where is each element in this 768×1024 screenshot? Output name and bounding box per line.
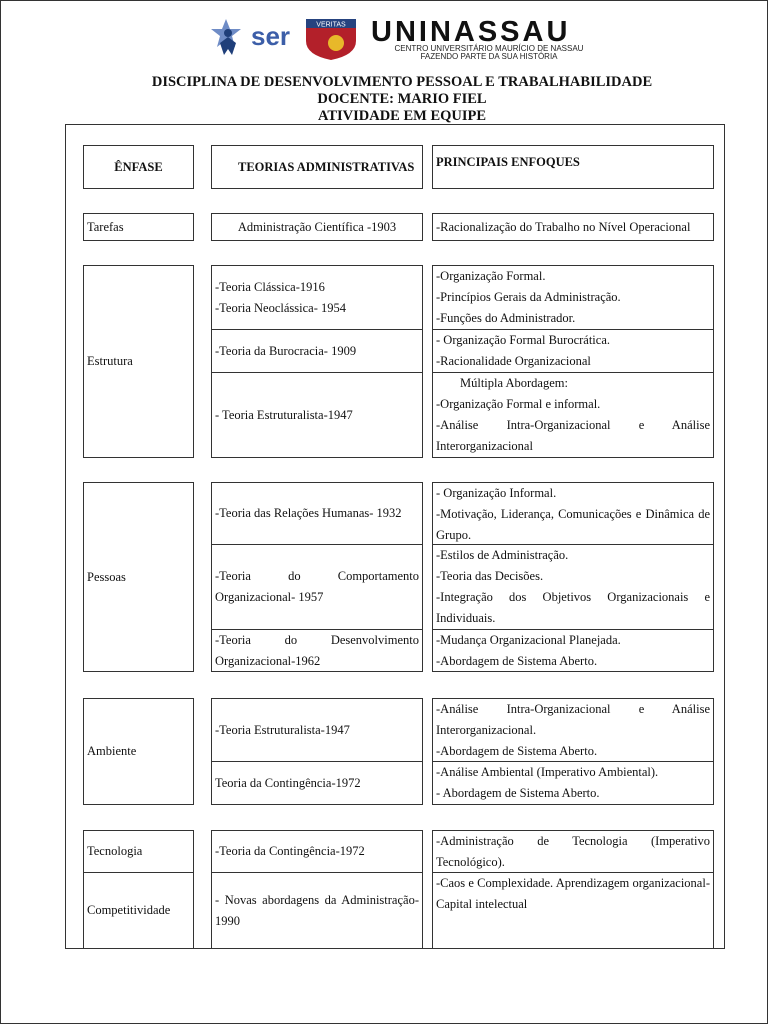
veritas-shield-icon: VERITAS [306, 19, 356, 60]
focus-item: -Mudança Organizacional Planejada. [436, 633, 621, 647]
theory-text: - Novas abordagens da Administração-1990 [215, 892, 419, 928]
column-header: ÊNFASE [114, 159, 163, 174]
theory-cell: -Teoria Estruturalista-1947 [211, 698, 423, 762]
theory-cell: - Teoria Estruturalista-1947 [211, 372, 423, 458]
focus-item: -Racionalidade Organizacional [436, 354, 591, 368]
svg-text:ser: ser [251, 21, 290, 51]
focus-cell: -Organização Formal. -Princípios Gerais d… [432, 265, 714, 330]
focus-item: -Princípios Gerais da Administração. [436, 290, 621, 304]
focus-cell: - Organização Informal. -Motivação, Lider… [432, 482, 714, 545]
theory-cell: Administração Científica -1903 [211, 213, 423, 241]
activity-title: ATIVIDADE EM EQUIPE [317, 108, 487, 124]
emphasis-label: Tarefas [87, 219, 124, 234]
focus-item: -Análise Intra-Organizacional e Análise … [436, 702, 710, 737]
focus-item: -Análise Ambiental (Imperativo Ambiental… [436, 765, 659, 779]
focus-item: - Organização Formal Burocrática. [436, 333, 610, 347]
theory-text: - Teoria Estruturalista-1947 [215, 407, 353, 422]
emphasis-label: Tecnologia [87, 844, 143, 858]
focus-item: - Organização Informal. [436, 486, 557, 500]
theory-text: -Teoria das Relações Humanas- 1932 [215, 506, 402, 520]
theory-cell: Teoria da Contingência-1972 [211, 761, 423, 805]
focus-item: -Funções do Administrador. [436, 311, 576, 325]
focus-item: -Abordagem de Sistema Aberto. [436, 744, 598, 758]
emphasis-cell: Ambiente [83, 698, 194, 805]
emphasis-cell: Estrutura [83, 265, 194, 458]
focus-item: - Abordagem de Sistema Aberto. [436, 786, 600, 800]
focus-item: -Racionalização do Trabalho no Nível Ope… [436, 219, 691, 234]
column-header: TEORIAS ADMINISTRATIVAS [238, 159, 415, 174]
focus-item: -Organização Formal. [436, 269, 546, 283]
theory-text: -Teoria Clássica-1916 [215, 279, 325, 294]
emphasis-label: Pessoas [87, 569, 126, 584]
theory-text: -Teoria Neoclássica- 1954 [215, 300, 347, 315]
focus-item: -Organização Formal e informal. [436, 397, 601, 411]
focus-cell: - Organização Formal Burocrática. -Racion… [432, 329, 714, 373]
theory-cell: -Teoria Clássica-1916 -Teoria Neoclássica… [211, 265, 423, 330]
theory-text: -Teoria Estruturalista-1947 [215, 722, 350, 737]
focus-cell: -Administração de Tecnologia (Imperativo… [432, 830, 714, 873]
theory-text: -Teoria da Burocracia- 1909 [215, 343, 357, 358]
emphasis-cell: Tarefas [83, 213, 194, 241]
teacher-title: DOCENTE: MARIO FIEL [317, 91, 487, 107]
focus-cell: Múltipla Abordagem: -Organização Formal e… [432, 372, 714, 458]
focus-cell: -Análise Intra-Organizacional e Análise … [432, 698, 714, 762]
theory-text: -Teoria do Desenvolvimento Organizaciona… [215, 632, 419, 668]
focus-cell: -Racionalização do Trabalho no Nível Ope… [432, 213, 714, 241]
emphasis-label: Ambiente [87, 744, 137, 758]
focus-cell: -Mudança Organizacional Planejada. -Abord… [432, 629, 714, 672]
uninassau-logo: ser VERITAS UNINASSAU CENTRO UNIVERSITÁR… [211, 16, 584, 61]
emphasis-cell: Competitividade [83, 872, 194, 949]
column-header: PRINCIPAIS ENFOQUES [436, 155, 580, 169]
theory-text: Administração Científica -1903 [237, 219, 397, 234]
header-focus: PRINCIPAIS ENFOQUES [432, 145, 714, 189]
focus-cell: -Estilos de Administração. -Teoria das De… [432, 544, 714, 630]
svg-text:VERITAS: VERITAS [316, 22, 346, 29]
focus-cell: -Caos e Complexidade. Aprendizagem organ… [432, 872, 714, 949]
theory-cell: -Teoria da Burocracia- 1909 [211, 329, 423, 373]
emphasis-label: Estrutura [87, 354, 133, 368]
theory-cell: -Teoria do Desenvolvimento Organizaciona… [211, 629, 423, 672]
theory-cell: -Teoria do Comportamento Organizacional-… [211, 544, 423, 630]
focus-item: -Abordagem de Sistema Aberto. [436, 654, 598, 668]
focus-item: -Caos e Complexidade. Aprendizagem organ… [436, 876, 710, 911]
emphasis-label: Competitividade [87, 903, 171, 917]
focus-item: Múltipla Abordagem: [460, 376, 568, 390]
theory-text: -Teoria da Contingência-1972 [215, 844, 365, 858]
focus-item: -Motivação, Liderança, Comunicações e Di… [436, 507, 710, 542]
star-person-icon [211, 19, 241, 55]
focus-item: -Análise Intra-Organizacional e Análise … [436, 418, 710, 453]
theory-cell: -Teoria da Contingência-1972 [211, 830, 423, 873]
svg-text:UNINASSAU: UNINASSAU [371, 16, 570, 48]
svg-text:CENTRO UNIVERSITÁRIO MAURÍCIO: CENTRO UNIVERSITÁRIO MAURÍCIO DE NASSAU [395, 44, 584, 53]
focus-cell: -Análise Ambiental (Imperativo Ambiental… [432, 761, 714, 805]
header-theories: TEORIAS ADMINISTRATIVAS [211, 145, 423, 189]
theory-cell: -Teoria das Relações Humanas- 1932 [211, 482, 423, 545]
focus-item: -Administração de Tecnologia (Imperativo… [436, 834, 710, 869]
svg-text:FAZENDO PARTE DA SUA HISTÓRIA: FAZENDO PARTE DA SUA HISTÓRIA [420, 52, 558, 61]
focus-item: -Estilos de Administração. [436, 548, 569, 562]
course-title: DISCIPLINA DE DESENVOLVIMENTO PESSOAL E … [151, 74, 653, 90]
focus-item: -Integração dos Objetivos Organizacionai… [436, 590, 710, 625]
header-emphasis: ÊNFASE [83, 145, 194, 189]
theory-cell: - Novas abordagens da Administração-1990 [211, 872, 423, 949]
emphasis-cell: Tecnologia [83, 830, 194, 873]
theory-text: Teoria da Contingência-1972 [215, 775, 361, 790]
emphasis-cell: Pessoas [83, 482, 194, 672]
focus-item: -Teoria das Decisões. [436, 569, 544, 583]
theory-text: -Teoria do Comportamento Organizacional-… [215, 569, 419, 604]
